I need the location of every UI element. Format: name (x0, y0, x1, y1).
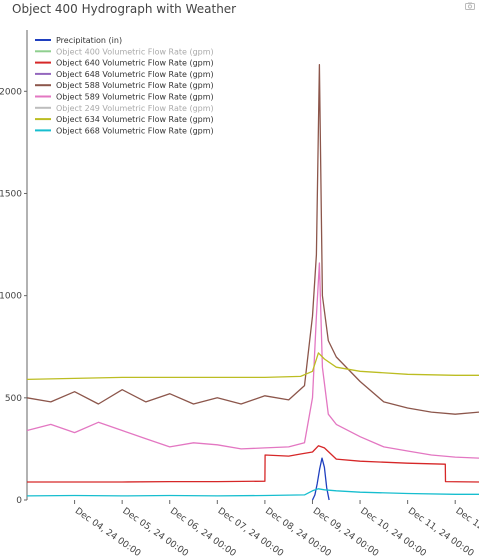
series-line (26, 352, 479, 381)
legend-item[interactable]: Object 640 Volumetric Flow Rate (gpm) (56, 59, 214, 68)
series-line (26, 488, 479, 497)
series-layer (26, 64, 479, 501)
camera-icon[interactable] (465, 2, 475, 10)
legend-item[interactable]: Object 634 Volumetric Flow Rate (gpm) (56, 115, 214, 124)
legend-item[interactable]: Object 589 Volumetric Flow Rate (gpm) (56, 93, 214, 102)
legend-item[interactable]: Object 249 Volumetric Flow Rate (gpm) (56, 104, 214, 113)
legend-item[interactable]: Object 648 Volumetric Flow Rate (gpm) (56, 70, 214, 79)
legend[interactable]: Precipitation (in) Object 400 Volumetric … (35, 36, 214, 135)
y-tick-label: 2000 (0, 87, 22, 97)
legend-item[interactable]: Object 588 Volumetric Flow Rate (gpm) (56, 81, 214, 90)
y-tick-label: 1500 (0, 189, 22, 199)
y-tick-label: 500 (5, 394, 22, 404)
chart-title: Object 400 Hydrograph with Weather (12, 2, 236, 16)
y-tick-label: 0 (16, 496, 22, 506)
legend-item[interactable]: Precipitation (in) (56, 36, 122, 45)
series-line (26, 64, 479, 415)
y-axis: 0 500 1000 1500 2000 (0, 87, 27, 506)
y-tick-label: 1000 (0, 292, 22, 302)
series-line (26, 262, 479, 459)
legend-item[interactable]: Object 668 Volumetric Flow Rate (gpm) (56, 126, 214, 135)
legend-item[interactable]: Object 400 Volumetric Flow Rate (gpm) (56, 47, 214, 56)
series-line (311, 457, 330, 501)
series-line (27, 445, 479, 483)
